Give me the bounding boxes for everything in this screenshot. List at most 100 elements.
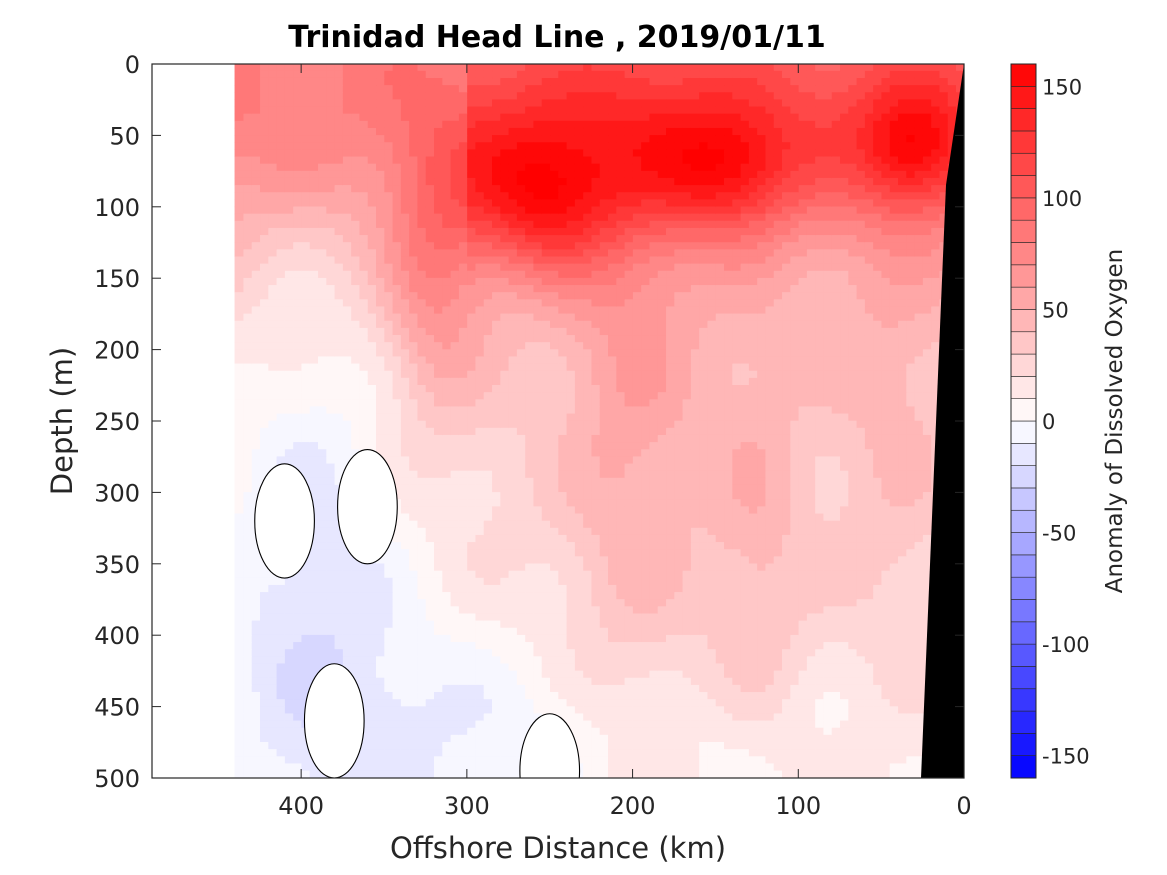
field-cell [582,92,592,100]
field-cell [681,285,691,293]
field-cell [847,763,857,772]
field-cell [930,185,940,193]
field-cell [723,720,733,729]
field-cell [789,277,799,286]
field-cell [582,320,592,329]
field-cell [673,420,683,429]
field-cell [648,406,658,415]
field-cell [789,349,799,358]
field-cell [599,592,609,600]
field-cell [681,456,691,465]
field-cell [549,592,559,600]
field-cell [880,663,890,672]
field-cell [599,520,609,529]
field-cell [723,727,733,736]
field-cell [748,392,758,400]
field-cell [582,649,592,657]
field-cell [615,235,625,243]
field-cell [806,306,816,315]
field-cell [855,484,865,493]
field-cell [905,470,915,479]
field-cell [590,356,600,365]
field-cell [623,142,633,150]
field-cell [640,734,650,743]
field-cell [781,149,791,158]
field-cell [565,92,575,100]
field-cell [756,763,766,772]
field-cell [814,527,824,536]
field-cell [938,206,948,215]
field-cell [557,406,567,415]
field-cell [723,634,733,643]
field-cell [640,142,650,150]
field-cell [897,634,907,643]
field-cell [681,563,691,572]
field-cell [557,113,567,122]
field-cell [913,299,923,308]
field-cell [690,320,700,329]
field-cell [913,149,923,158]
field-cell [690,470,700,479]
field-cell [640,620,650,629]
field-cell [847,620,857,629]
field-cell [673,527,683,536]
field-cell [574,106,584,115]
field-cell [806,313,816,322]
field-cell [831,277,841,286]
field-cell [905,342,915,350]
field-cell [607,434,617,443]
field-cell [889,306,899,315]
field-cell [806,627,816,636]
field-cell [814,563,824,572]
field-cell [922,292,932,300]
field-cell [880,342,890,350]
field-cell [599,235,609,243]
field-cell [855,377,865,386]
field-cell [723,734,733,743]
field-cell [698,320,708,329]
field-cell [773,677,783,686]
field-cell [864,377,874,386]
field-cell [806,549,816,557]
field-cell [565,663,575,672]
field-cell [698,163,708,172]
field-cell [723,377,733,386]
field-cell [905,563,915,572]
field-cell [806,692,816,700]
field-cell [855,763,865,772]
field-cell [657,456,667,465]
field-cell [822,584,832,593]
field-cell [739,677,749,686]
field-cell [748,584,758,593]
field-cell [582,563,592,572]
field-cell [632,470,642,479]
field-cell [731,642,741,650]
field-cell [599,442,609,450]
field-cell [632,756,642,765]
field-cell [847,285,857,293]
field-cell [640,363,650,372]
field-cell [756,734,766,743]
field-cell [880,377,890,386]
field-cell [922,420,932,429]
field-cell [607,463,617,472]
field-cell [872,113,882,122]
field-cell [574,135,584,143]
field-cell [673,756,683,765]
field-cell [607,606,617,615]
field-cell [922,442,932,450]
field-cell [880,627,890,636]
field-cell [549,177,559,186]
field-cell [806,242,816,250]
field-cell [673,356,683,365]
field-cell [739,649,749,657]
field-cell [897,727,907,736]
field-cell [657,763,667,772]
field-cell [922,534,932,543]
field-cell [648,727,658,736]
field-cell [814,763,824,772]
field-cell [706,292,716,300]
field-cell [657,563,667,572]
field-cell [822,556,832,565]
field-cell [930,306,940,315]
